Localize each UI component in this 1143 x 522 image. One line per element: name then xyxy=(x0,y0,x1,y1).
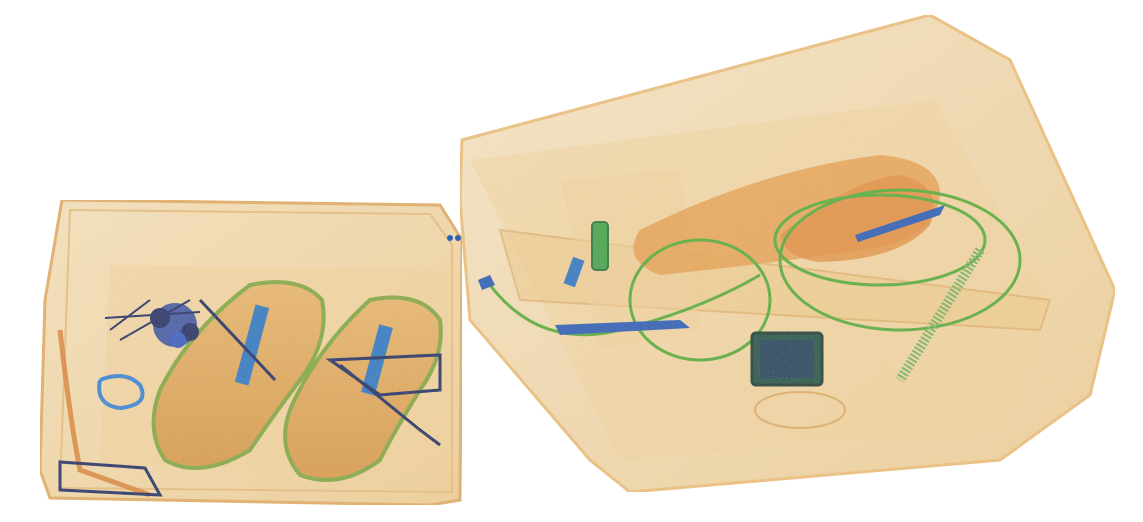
spring-rod xyxy=(895,247,985,383)
right-bag xyxy=(458,13,1117,494)
left-bag xyxy=(38,198,464,507)
left-shoe-1 xyxy=(151,280,326,470)
wire-bundle xyxy=(104,299,201,348)
left-shoe-2 xyxy=(283,295,443,482)
battery-pack xyxy=(750,331,824,387)
